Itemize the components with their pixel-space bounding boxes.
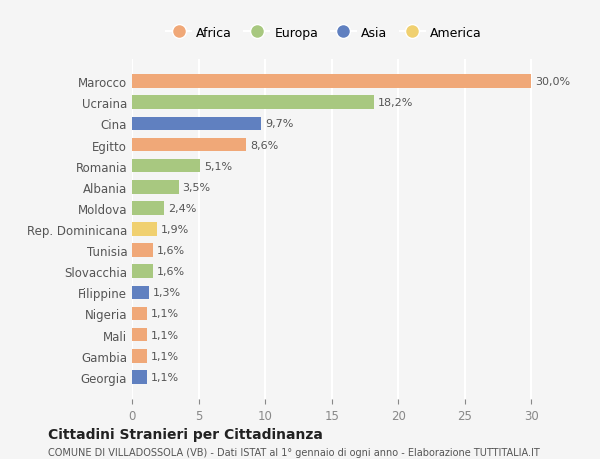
- Bar: [132, 138, 247, 152]
- Legend: Africa, Europa, Asia, America: Africa, Europa, Asia, America: [161, 22, 487, 45]
- Text: 30,0%: 30,0%: [535, 77, 571, 87]
- Text: 1,9%: 1,9%: [161, 224, 190, 235]
- Text: 2,4%: 2,4%: [168, 203, 196, 213]
- Bar: [132, 307, 146, 321]
- Bar: [132, 370, 146, 384]
- Text: 5,1%: 5,1%: [204, 161, 232, 171]
- Text: 18,2%: 18,2%: [378, 98, 413, 108]
- Bar: [132, 117, 261, 131]
- Text: 9,7%: 9,7%: [265, 119, 293, 129]
- Text: 1,1%: 1,1%: [151, 351, 179, 361]
- Text: 8,6%: 8,6%: [250, 140, 279, 150]
- Bar: [132, 328, 146, 342]
- Bar: [132, 223, 157, 236]
- Text: 1,1%: 1,1%: [151, 372, 179, 382]
- Bar: [132, 265, 154, 279]
- Bar: [132, 180, 179, 194]
- Text: 1,1%: 1,1%: [151, 309, 179, 319]
- Bar: [132, 286, 149, 300]
- Bar: [132, 244, 154, 257]
- Bar: [132, 75, 532, 89]
- Text: 1,1%: 1,1%: [151, 330, 179, 340]
- Text: COMUNE DI VILLADOSSOLA (VB) - Dati ISTAT al 1° gennaio di ogni anno - Elaborazio: COMUNE DI VILLADOSSOLA (VB) - Dati ISTAT…: [48, 447, 540, 457]
- Text: 1,3%: 1,3%: [154, 288, 181, 298]
- Text: 3,5%: 3,5%: [182, 182, 211, 192]
- Bar: [132, 159, 200, 173]
- Text: 1,6%: 1,6%: [157, 267, 185, 277]
- Bar: [132, 96, 374, 110]
- Bar: [132, 202, 164, 215]
- Text: Cittadini Stranieri per Cittadinanza: Cittadini Stranieri per Cittadinanza: [48, 427, 323, 441]
- Text: 1,6%: 1,6%: [157, 246, 185, 256]
- Bar: [132, 349, 146, 363]
